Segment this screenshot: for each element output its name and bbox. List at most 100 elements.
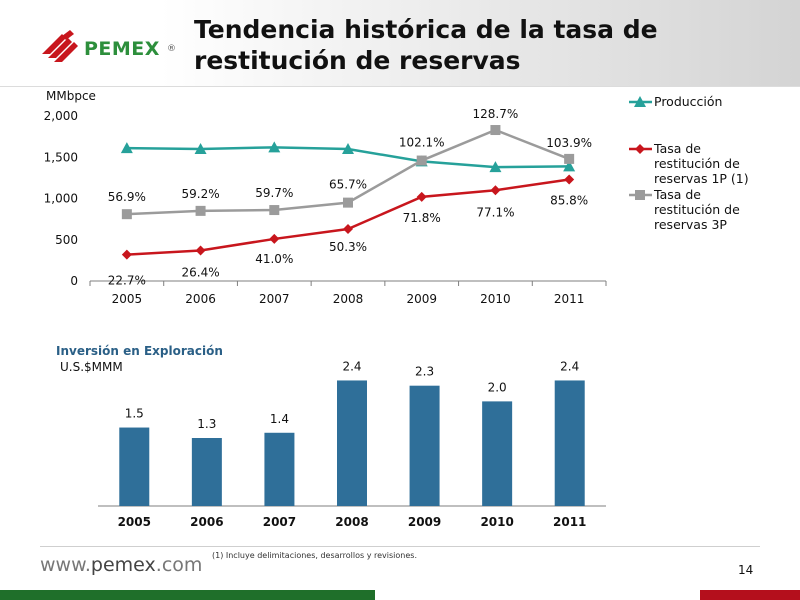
data-label-tasa_3p: 59.7% [255, 186, 293, 200]
line-chart-y-axis-title: MMbpce [46, 89, 96, 103]
bar-chart-x-tick-label: 2007 [263, 515, 296, 529]
series-tasa_3p: 56.9% 59.2% 59.7% 65.7% 102.1% 128.7% 103.9% [108, 107, 592, 220]
bar-value-label: 1.3 [197, 417, 216, 431]
legend-label-produccion: Producción [654, 94, 794, 109]
line-chart-x-tick-label: 2010 [480, 292, 511, 306]
line-chart-x-tick-label: 2007 [259, 292, 290, 306]
bar-chart-title: Inversión en Exploración [56, 344, 223, 358]
data-point-produccion [194, 143, 207, 154]
reserves-line-chart: MMbpce 0 500 1,000 1,500 2,000 2005 2006 2007 200… [44, 89, 607, 306]
bar-2007 [264, 432, 295, 506]
bottom-bar-white [375, 590, 700, 600]
bar-2010 [482, 401, 513, 506]
data-point-tasa_3p [416, 155, 427, 166]
data-point-produccion [489, 161, 502, 173]
line-chart-x-tick-label: 2009 [406, 292, 437, 306]
bar-2011 [554, 380, 585, 506]
logo-wordmark: PEMEX [84, 38, 160, 60]
line-chart-y-tick-label: 500 [55, 233, 78, 247]
legend-marker-tasa_3p [635, 190, 645, 200]
legend-label-line: restitución de [654, 202, 740, 217]
bar-value-label: 2.4 [342, 359, 361, 373]
logo-registered-mark: ® [167, 44, 176, 54]
footer-url-domain: pemex [90, 554, 156, 576]
legend-label-line: Producción [654, 94, 723, 109]
line-chart-y-tick-label: 1,000 [44, 192, 78, 206]
line-chart-y-tick-label: 0 [70, 274, 78, 288]
line-chart-x-tick-label: 2006 [185, 292, 216, 306]
footer-divider [40, 546, 760, 547]
legend-marker-produccion [634, 96, 646, 107]
header-band [0, 0, 800, 86]
bar-chart-x-tick-label: 2008 [335, 515, 368, 529]
data-point-tasa_3p [343, 197, 353, 208]
line-chart-x-tick-label: 2005 [112, 292, 143, 306]
bar-value-label: 2.3 [415, 365, 434, 379]
legend-swatch-tasa_3p [629, 190, 652, 200]
page-title: Tendencia histórica de la tasa de restit… [194, 15, 658, 75]
legend-marker-tasa_1p [635, 144, 645, 154]
bar-2008 [337, 380, 367, 506]
bottom-bar-red [700, 590, 800, 600]
data-label-tasa_1p: 77.1% [476, 205, 514, 219]
data-point-tasa_3p [195, 205, 206, 216]
data-label-tasa_3p: 65.7% [329, 178, 367, 192]
legend-swatch-produccion [629, 96, 652, 107]
data-label-tasa_3p: 56.9% [108, 190, 146, 204]
data-label-tasa_1p: 22.7% [108, 274, 146, 288]
bar-chart-x-tick-label: 2006 [190, 515, 223, 529]
data-label-tasa_1p: 50.3% [329, 240, 367, 254]
bar-2009 [409, 385, 440, 506]
data-point-tasa_1p [195, 245, 206, 256]
bar-2006 [191, 438, 222, 506]
bar-value-label: 2.4 [560, 359, 579, 373]
data-point-tasa_3p [269, 205, 280, 216]
data-label-tasa_3p: 102.1% [399, 136, 445, 150]
header-divider [0, 86, 800, 87]
data-point-produccion [563, 160, 576, 172]
bar-value-label: 1.4 [270, 412, 289, 426]
pemex-eagle-logo-icon [42, 30, 78, 62]
bar-chart-x-tick-label: 2011 [553, 515, 586, 529]
footer-website-link[interactable]: www.pemex.com [40, 554, 202, 576]
data-point-tasa_3p [564, 153, 575, 164]
legend-label-line: Tasa de [654, 141, 701, 156]
bar-chart-x-tick-label: 2005 [118, 515, 151, 529]
bottom-bar-green [0, 590, 375, 600]
data-label-tasa_1p: 71.8% [403, 211, 441, 225]
legend-label-line: Tasa de [654, 187, 701, 202]
data-label-tasa_1p: 85.8% [550, 194, 588, 208]
data-point-tasa_1p [490, 185, 501, 196]
bottom-color-bar [0, 590, 800, 600]
data-point-tasa_1p [343, 224, 353, 235]
bar-value-label: 1.5 [125, 407, 144, 421]
data-label-tasa_3p: 103.9% [546, 136, 592, 150]
footer-url-suffix: .com [155, 554, 203, 576]
data-label-tasa_3p: 59.2% [182, 187, 220, 201]
legend-label-line: reservas 1P (1) [654, 171, 749, 186]
data-label-tasa_1p: 26.4% [182, 265, 220, 279]
line-chart-x-tick-label: 2011 [554, 292, 585, 306]
legend-label-tasa_3p: Tasa de restitución de reservas 3P [654, 187, 794, 232]
data-point-tasa_1p [121, 249, 132, 260]
line-chart-y-tick-label: 1,500 [44, 150, 78, 164]
data-point-produccion [120, 142, 133, 154]
bar-value-label: 2.0 [488, 380, 507, 394]
footer-url-prefix: www. [40, 554, 91, 576]
legend-label-line: restitución de [654, 156, 740, 171]
series-tasa_1p: 22.7% 26.4% 41.0% 50.3% 71.8% 77.1% 85.8% [108, 174, 588, 288]
page-number: 14 [738, 563, 754, 577]
data-point-produccion [268, 141, 281, 153]
exploration-bar-chart: Inversión en Exploración U.S.$MMM 1.5 2005 1… [56, 344, 606, 529]
data-point-produccion [342, 143, 354, 154]
data-point-tasa_1p [564, 174, 575, 185]
series-produccion [120, 141, 576, 173]
bar-2005 [119, 427, 150, 506]
bar-chart-x-tick-label: 2009 [408, 515, 441, 529]
data-point-tasa_1p [269, 233, 280, 244]
bar-chart-x-tick-label: 2010 [480, 515, 513, 529]
data-point-tasa_3p [121, 209, 132, 220]
footnote: (1) Incluye delimitaciones, desarrollos … [212, 551, 417, 560]
legend-swatch-tasa_1p [629, 144, 652, 154]
